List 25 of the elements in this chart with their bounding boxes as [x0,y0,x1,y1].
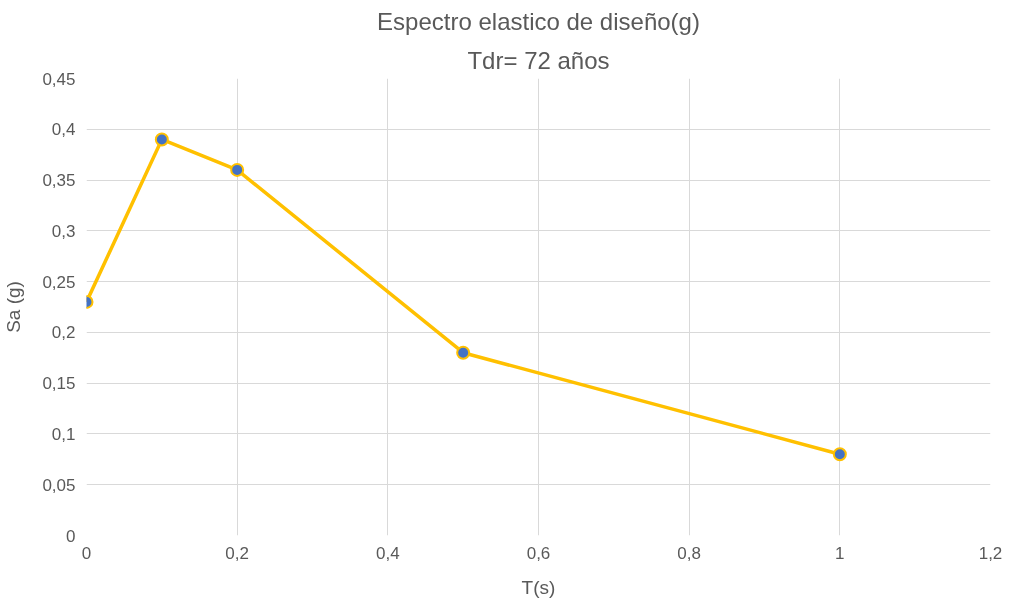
y-tick-label: 0,25 [42,272,76,292]
y-tick-label: 0,35 [42,171,76,191]
x-tick-label: 1 [835,543,845,563]
y-tick-label: 0,45 [42,69,76,89]
x-tick-label: 0,8 [677,543,701,563]
x-tick-label: 0,4 [376,543,400,563]
point [154,132,169,147]
y-tick-label: 0,1 [51,424,76,444]
y-axis-title: Sa (g) [3,281,25,333]
point [456,345,471,360]
point [230,162,245,177]
y-tick-label: 0,05 [42,475,76,495]
y-tick-label: 0,15 [42,374,76,394]
x-tick-label: 0 [81,543,92,563]
y-tick-label: 0,3 [51,221,76,241]
y-tick-label: 0,2 [51,323,76,343]
x-tick-label: 0,6 [526,543,551,563]
y-tick-label: 0 [66,526,76,546]
chart-title: Espectro elastico de diseño(g) [377,7,700,35]
x-tick-label: 1,2 [978,543,1003,563]
point [832,447,847,462]
y-tick-label: 0,4 [51,120,76,140]
x-axis-title: T(s) [521,576,556,598]
chart-subtitle: Tdr= 72 años [467,46,610,74]
x-tick-label: 0,2 [225,543,249,563]
